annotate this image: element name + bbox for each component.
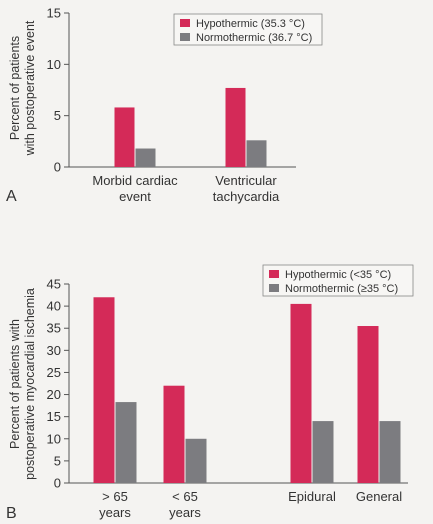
chart-b-y-tick-label: 0 (54, 476, 61, 491)
chart-b-y-tick-label: 15 (47, 409, 61, 424)
chart-b-category-label: years (169, 505, 201, 520)
chart-a-legend-label-normothermic: Normothermic (36.7 °C) (196, 32, 312, 44)
chart-a-panel-letter: A (6, 188, 17, 205)
chart-b-category-label: General (356, 489, 402, 504)
chart-a-category-label: event (119, 189, 151, 204)
chart-a-ylabel-line-2: with postoperative event (23, 20, 37, 156)
chart-b-bar-normothermic (115, 402, 137, 483)
chart-a-category-label: Ventricular (215, 173, 277, 188)
chart-b-legend-label-hypothermic: Hypothermic (<35 °C) (285, 269, 391, 281)
chart-b-bar-hypothermic (163, 385, 185, 483)
chart-b-legend-box (262, 264, 414, 297)
chart-b-y-tick-label: 45 (47, 277, 61, 292)
chart-b-category-label: > 65 (102, 489, 128, 504)
chart-b-legend-swatch-normothermic (269, 284, 279, 292)
chart-b-panel-letter: B (6, 505, 17, 522)
chart-a-y-tick-label: 5 (54, 108, 61, 123)
chart-b-bar-hypothermic (357, 326, 379, 483)
chart-b-y-tick-label: 35 (47, 321, 61, 336)
chart-b-y-tick-label: 10 (47, 431, 61, 446)
chart-a-bar-normothermic (135, 148, 156, 167)
chart-b-ylabel-line-1: Percent of patients with (8, 319, 22, 449)
chart-a-category-label: tachycardia (213, 189, 280, 204)
chart-b-bar-normothermic (185, 438, 207, 483)
chart-b-y-tick-label: 25 (47, 365, 61, 380)
chart-a-legend-swatch-normothermic (180, 33, 190, 41)
chart-a-bar-hypothermic (225, 87, 246, 167)
chart-b-y-tick-label: 20 (47, 387, 61, 402)
chart-a-bar-normothermic (246, 140, 267, 167)
chart-b-bar-hypothermic (290, 303, 312, 483)
chart-b-y-tick-label: 40 (47, 299, 61, 314)
chart-b-legend-swatch-hypothermic (269, 270, 279, 278)
chart-a-bar-hypothermic (114, 107, 135, 167)
chart-a-legend-label-hypothermic: Hypothermic (35.3 °C) (196, 18, 305, 30)
chart-a-legend-box (173, 13, 323, 46)
chart-b-legend-label-normothermic: Normothermic (≥35 °C) (285, 283, 398, 295)
chart-b: B Percent of patients with postoperative… (6, 264, 414, 522)
chart-b-y-tick-label: 30 (47, 343, 61, 358)
chart-b-category-label: < 65 (172, 489, 198, 504)
chart-b-bar-normothermic (379, 421, 401, 483)
chart-b-category-label: years (99, 505, 131, 520)
chart-b-bar-normothermic (312, 421, 334, 483)
chart-b-y-tick-label: 5 (54, 453, 61, 468)
chart-a-y-tick-label: 10 (47, 57, 61, 72)
chart-a-y-tick-label: 0 (54, 160, 61, 175)
chart-b-ylabel-line-2: postoperative myocardial ischemia (23, 288, 37, 480)
chart-a: A Percent of patients with postoperative… (6, 6, 323, 205)
chart-a-y-tick-label: 15 (47, 6, 61, 21)
chart-a-legend-swatch-hypothermic (180, 19, 190, 27)
chart-a-category-label: Morbid cardiac (92, 173, 178, 188)
chart-b-category-label: Epidural (288, 489, 336, 504)
chart-a-ylabel-line-1: Percent of patients (8, 36, 22, 140)
chart-b-bar-hypothermic (93, 297, 115, 483)
